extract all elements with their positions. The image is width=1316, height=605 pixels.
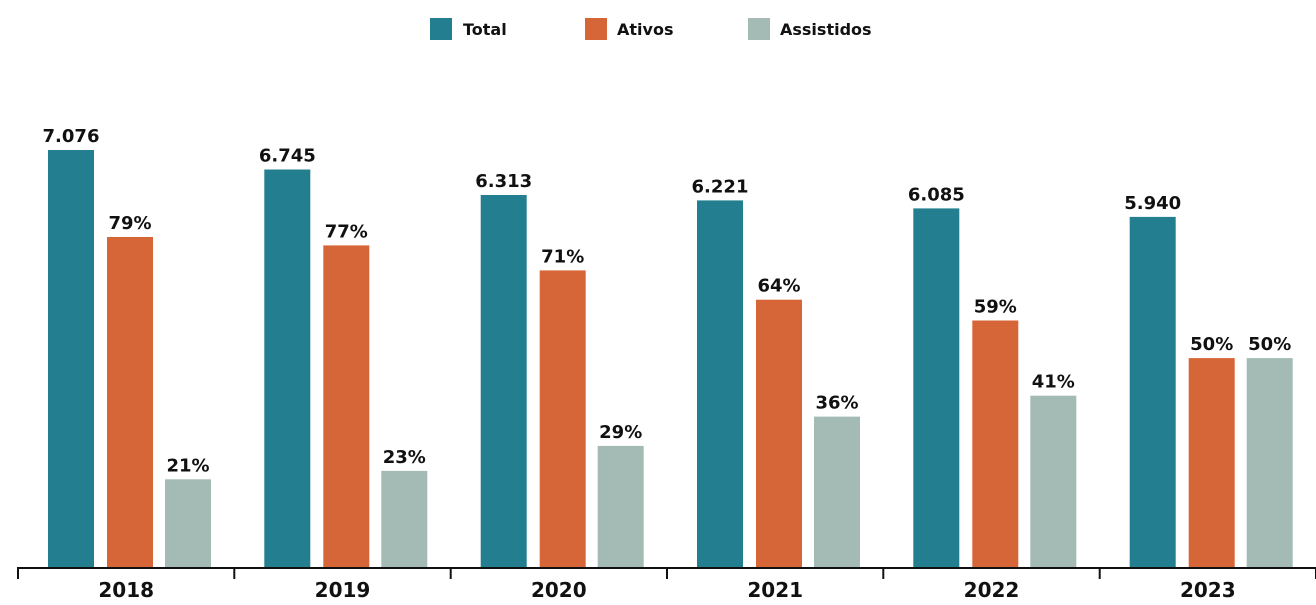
bar-ativos-2022 [972,320,1019,567]
bar-ativos-2021 [756,299,802,567]
bar-ativos-2020 [539,270,586,567]
data-label-total-2022: 6.085 [908,184,965,205]
data-label-ativos-2018: 79% [108,213,151,234]
x-tick-label-2021: 2021 [747,578,803,602]
data-label-ativos-2022: 59% [974,297,1017,318]
bar-assistidos-2023 [1246,358,1293,567]
legend-label-ativos: Ativos [617,20,673,39]
data-label-total-2023: 5.940 [1124,193,1181,214]
bar-ativos-2018 [107,237,153,567]
bar-total-2023 [1129,216,1176,567]
bar-assistidos-2021 [814,416,860,567]
x-axis: 2018 2019 2020 2021 2022 2023 [17,567,1316,602]
bars [48,150,1293,567]
data-label-assistidos-2019: 23% [383,447,426,468]
legend-label-assistidos: Assistidos [780,20,872,39]
data-label-total-2018: 7.076 [43,126,100,147]
data-label-ativos-2020: 71% [541,246,584,267]
bar-total-2019 [264,169,311,567]
x-tick-label-2023: 2023 [1180,578,1236,602]
legend: Total Ativos Assistidos [430,18,872,40]
bar-total-2018 [48,150,94,567]
bar-ativos-2023 [1188,358,1235,567]
data-label-total-2020: 6.313 [475,171,532,192]
bar-assistidos-2020 [597,445,644,567]
data-label-total-2021: 6.221 [692,176,749,197]
legend-swatch-total [430,18,452,40]
x-tick-label-2022: 2022 [964,578,1020,602]
x-tick-label-2019: 2019 [315,578,371,602]
legend-swatch-ativos [585,18,607,40]
data-label-ativos-2021: 64% [757,276,800,297]
legend-label-total: Total [463,20,507,39]
bar-assistidos-2019 [381,470,428,567]
bar-assistidos-2022 [1030,395,1077,567]
x-tick-label-2018: 2018 [98,578,154,602]
bar-total-2020 [480,195,527,567]
x-tick-label-2020: 2020 [531,578,587,602]
data-label-assistidos-2020: 29% [599,422,642,443]
data-label-assistidos-2018: 21% [166,455,209,476]
bar-total-2022 [913,208,960,567]
data-label-assistidos-2023: 50% [1248,334,1291,355]
data-labels: 7.076 79% 21% 6.745 77% 23% 6.313 71% 29% 6.221 64… [43,126,1292,476]
legend-swatch-assistidos [748,18,770,40]
data-label-assistidos-2022: 41% [1032,372,1075,393]
bar-total-2021 [697,200,743,567]
data-label-assistidos-2021: 36% [815,393,858,414]
data-label-ativos-2019: 77% [325,221,368,242]
data-label-total-2019: 6.745 [259,146,316,167]
data-label-ativos-2023: 50% [1190,334,1233,355]
bar-assistidos-2018 [165,479,211,567]
bar-ativos-2019 [323,245,370,567]
